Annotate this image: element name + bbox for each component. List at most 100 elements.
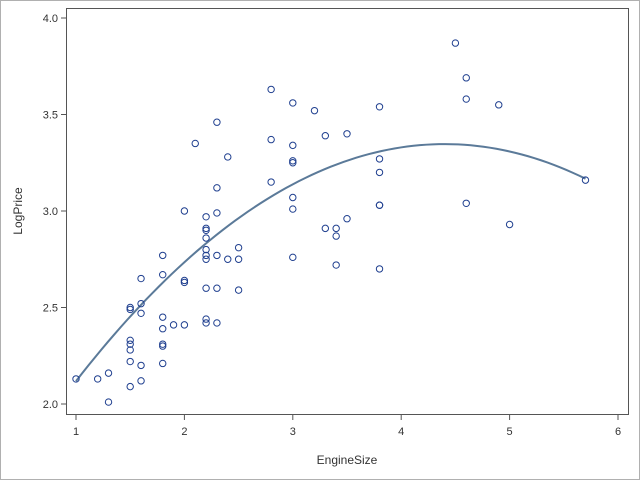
data-point (289, 157, 297, 165)
plot-border (66, 8, 629, 415)
data-point (462, 95, 470, 103)
data-point (137, 274, 145, 283)
data-point (375, 155, 384, 163)
x-axis-ticks: 1 2 3 4 5 6 (73, 414, 621, 438)
y-tick-label: 2.5 (43, 303, 58, 315)
data-point (267, 178, 275, 186)
data-point (332, 232, 340, 240)
data-point (234, 255, 243, 263)
data-point (375, 265, 384, 273)
data-point (104, 398, 113, 406)
data-point (289, 159, 297, 167)
data-point (224, 255, 232, 263)
data-point (169, 321, 178, 329)
data-point (180, 278, 189, 287)
data-point (267, 135, 275, 144)
data-point (289, 205, 297, 213)
data-point (202, 251, 210, 260)
data-point (137, 377, 145, 385)
data-point (451, 39, 460, 47)
data-point (72, 375, 80, 383)
data-point (310, 106, 319, 115)
data-point (581, 176, 590, 184)
data-point (126, 305, 134, 314)
data-point (202, 213, 210, 221)
y-axis-label: LogPrice (11, 187, 25, 235)
data-point (213, 184, 221, 192)
data-point (213, 319, 221, 327)
data-point (332, 224, 340, 233)
data-point (159, 325, 167, 333)
x-axis-label: EngineSize (317, 453, 378, 467)
x-tick-label: 5 (507, 426, 513, 438)
data-point (159, 251, 167, 260)
x-tick-label: 2 (181, 426, 187, 438)
data-point (202, 224, 210, 233)
data-point (213, 284, 221, 292)
data-point (505, 220, 514, 229)
data-point (180, 321, 189, 329)
data-point (202, 319, 210, 327)
data-point (213, 209, 221, 217)
y-tick-label: 2.0 (43, 399, 58, 411)
data-point (213, 251, 221, 260)
data-point (126, 340, 134, 348)
data-point (159, 313, 167, 321)
data-points (72, 39, 590, 406)
y-tick-label: 3.5 (43, 110, 58, 122)
data-point (137, 361, 145, 370)
data-point (462, 74, 470, 82)
data-point (332, 261, 340, 269)
data-point (202, 284, 210, 292)
data-point (343, 130, 351, 138)
data-point (234, 286, 243, 294)
data-point (289, 193, 297, 202)
x-tick-label: 3 (290, 426, 296, 438)
data-point (202, 234, 210, 242)
data-point (289, 99, 297, 107)
data-point (180, 207, 189, 215)
data-point (191, 139, 199, 148)
data-point (202, 245, 210, 254)
x-tick-label: 4 (398, 426, 404, 438)
data-point (234, 243, 243, 252)
data-point (137, 299, 145, 308)
data-point (202, 255, 210, 263)
fit-curve (75, 143, 586, 382)
data-point (375, 168, 384, 177)
data-point (180, 276, 189, 285)
data-point (126, 382, 134, 391)
data-point (321, 132, 330, 140)
data-point (267, 85, 275, 94)
y-tick-label: 4.0 (43, 13, 58, 25)
x-tick-label: 1 (73, 426, 79, 438)
data-point (321, 224, 330, 233)
data-point (159, 342, 167, 350)
data-point (343, 215, 351, 223)
data-point (126, 357, 134, 366)
data-point (137, 309, 145, 317)
data-point (213, 118, 221, 126)
data-point (159, 270, 167, 279)
y-tick-label: 3.0 (43, 206, 58, 218)
data-point (126, 336, 134, 345)
data-point (289, 253, 297, 262)
data-point (202, 226, 210, 235)
data-point (159, 359, 167, 368)
data-point (93, 375, 102, 383)
data-point (289, 141, 297, 150)
data-point (104, 369, 113, 377)
data-point (375, 103, 384, 111)
data-point (495, 101, 503, 109)
data-point (224, 153, 232, 161)
data-point (462, 199, 470, 207)
data-point (375, 201, 384, 209)
x-tick-label: 6 (615, 426, 621, 438)
data-point (159, 340, 167, 348)
data-point (126, 346, 134, 354)
data-point (202, 315, 210, 323)
plot-area (66, 8, 629, 415)
y-axis-ticks: 2.0 2.5 3.0 3.5 4.0 (43, 13, 67, 411)
